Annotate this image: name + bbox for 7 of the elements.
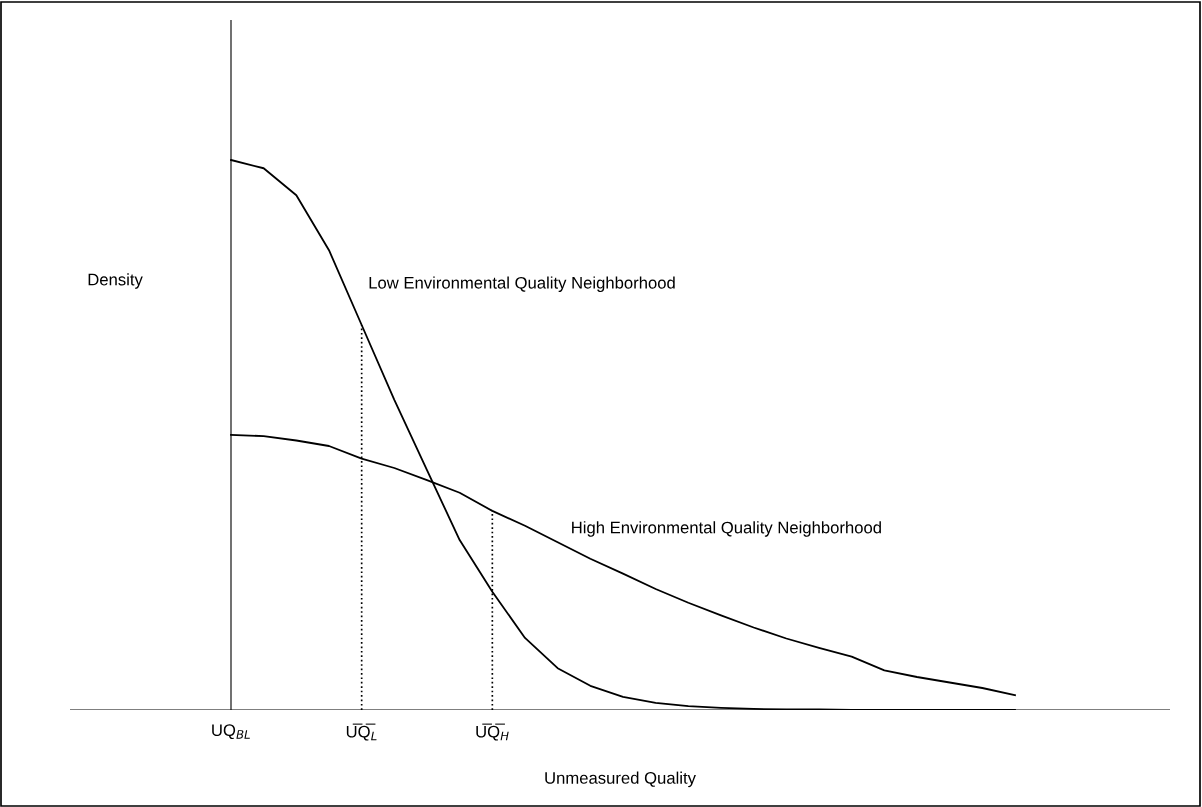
x-tick-label: U̅Q̅$_{L}$ [346, 723, 377, 741]
series-label: Low Environmental Quality Neighborhood [369, 276, 675, 292]
x-tick-label: UQ$_{BL}$ [212, 724, 250, 740]
y-axis-title: Density [88, 273, 143, 289]
x-tick-label: U̅Q̅$_{H}$ [476, 723, 509, 741]
x-axis-title: Unmeasured Quality [545, 771, 696, 788]
series-label: High Environmental Quality Neighborhood [572, 521, 881, 537]
